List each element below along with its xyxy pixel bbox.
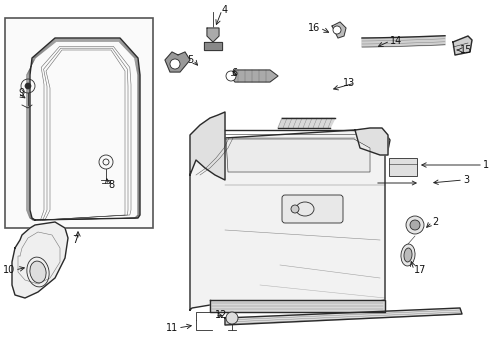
- Ellipse shape: [404, 248, 412, 262]
- Circle shape: [291, 205, 299, 213]
- Text: 17: 17: [414, 265, 426, 275]
- Bar: [389, 158, 417, 176]
- Polygon shape: [453, 36, 472, 55]
- Text: 16: 16: [308, 23, 320, 33]
- Text: 12: 12: [215, 310, 227, 320]
- Ellipse shape: [401, 244, 415, 266]
- Polygon shape: [190, 112, 225, 180]
- Circle shape: [333, 26, 341, 34]
- Polygon shape: [210, 300, 385, 312]
- Circle shape: [406, 216, 424, 234]
- Polygon shape: [226, 139, 370, 172]
- Polygon shape: [332, 22, 346, 38]
- Text: 9: 9: [18, 88, 24, 98]
- Polygon shape: [355, 128, 388, 155]
- Text: 13: 13: [343, 78, 355, 88]
- Text: 5: 5: [187, 55, 193, 65]
- Text: 11: 11: [166, 323, 178, 333]
- Circle shape: [170, 59, 180, 69]
- Polygon shape: [225, 308, 462, 325]
- Text: 15: 15: [460, 45, 472, 55]
- Text: 8: 8: [108, 180, 114, 190]
- Text: 4: 4: [222, 5, 228, 15]
- Text: 1: 1: [483, 160, 489, 170]
- Circle shape: [25, 83, 31, 89]
- FancyBboxPatch shape: [282, 195, 343, 223]
- Text: 14: 14: [390, 36, 402, 46]
- Text: 3: 3: [463, 175, 469, 185]
- Polygon shape: [278, 118, 335, 128]
- Polygon shape: [207, 28, 219, 42]
- Text: 7: 7: [72, 235, 78, 245]
- Text: 6: 6: [231, 68, 237, 78]
- Circle shape: [410, 220, 420, 230]
- Circle shape: [226, 312, 238, 324]
- Polygon shape: [204, 42, 222, 50]
- Polygon shape: [165, 52, 190, 72]
- Polygon shape: [190, 130, 390, 310]
- Polygon shape: [362, 36, 445, 47]
- Polygon shape: [230, 70, 278, 82]
- Ellipse shape: [30, 261, 46, 283]
- Circle shape: [226, 71, 236, 81]
- Polygon shape: [12, 222, 68, 298]
- Bar: [5, 18, 153, 228]
- Text: 2: 2: [432, 217, 438, 227]
- Text: 10: 10: [3, 265, 15, 275]
